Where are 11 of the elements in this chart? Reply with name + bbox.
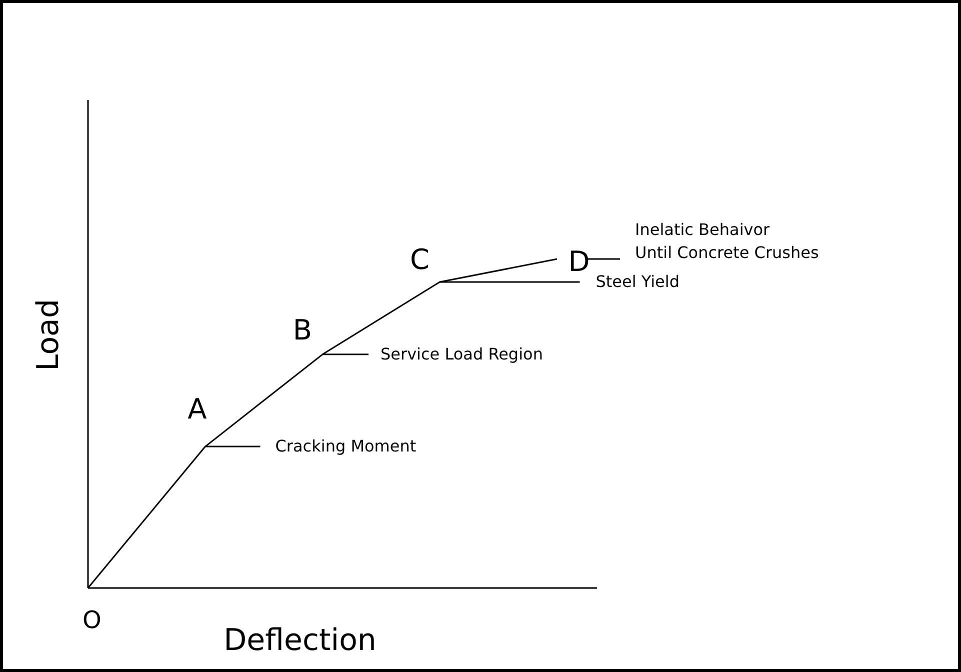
annotation: C: [410, 243, 430, 276]
annotation: D: [568, 245, 590, 278]
annotation: B: [292, 313, 312, 346]
annotation: A: [188, 392, 207, 426]
annotation: Steel Yield: [596, 272, 680, 292]
text: Inelatic Behaivor Until Concrete Crushes: [635, 220, 819, 262]
annotation: Service Load Region: [380, 344, 543, 364]
x-axis-title: Deflection: [224, 623, 376, 658]
text: O: [82, 606, 102, 634]
annotation: Cracking Moment: [275, 436, 416, 456]
y-axis-title: Load: [31, 299, 66, 371]
